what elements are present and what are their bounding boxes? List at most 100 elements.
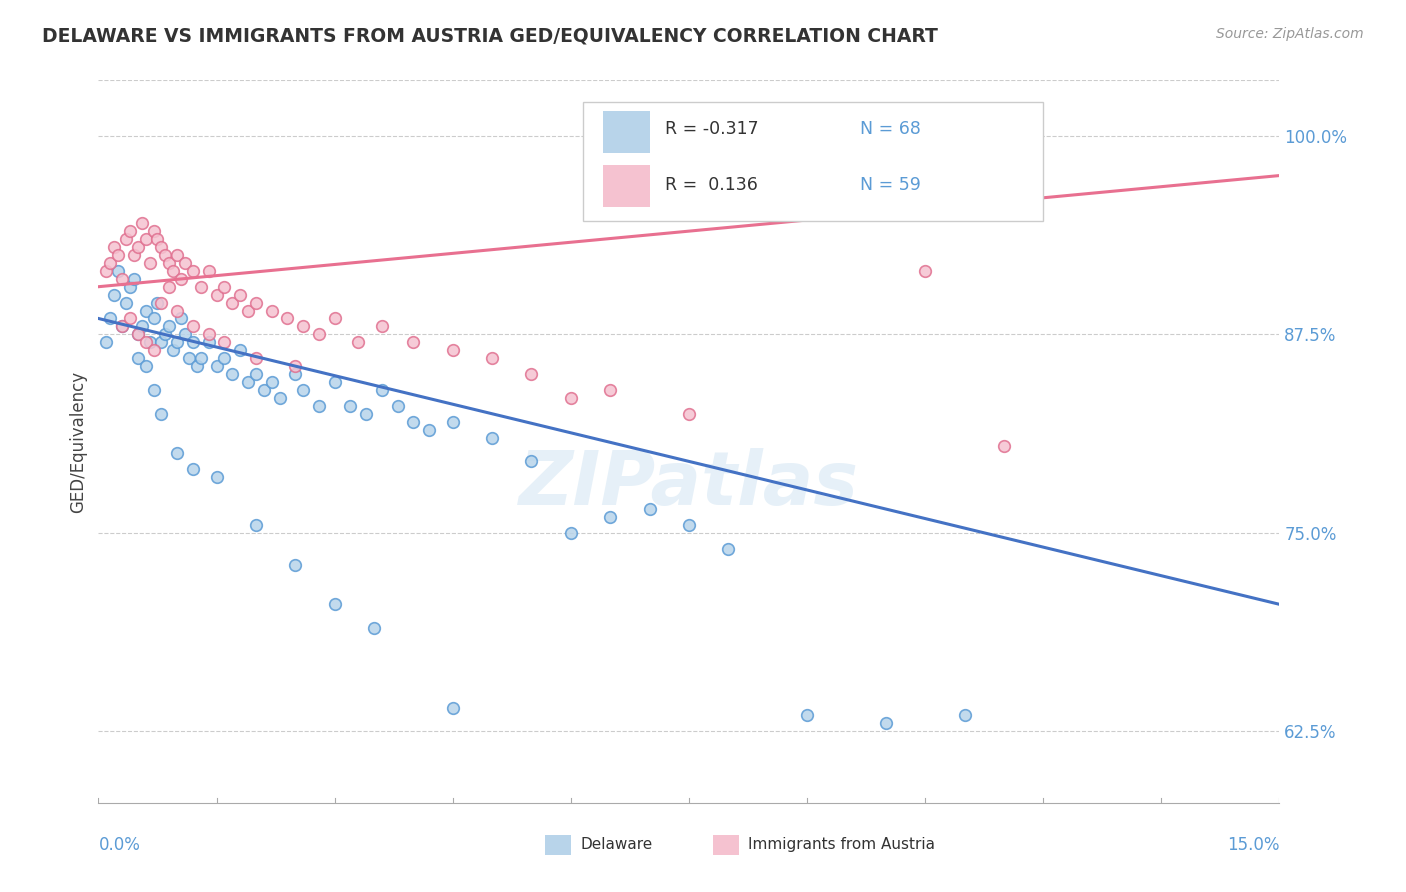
Point (269, 391, 291, 405)
Point (162, 264, 184, 278)
Point (953, 708, 976, 723)
Bar (546, 835, 571, 855)
Point (142, 383, 165, 397)
Text: 0.0%: 0.0% (98, 836, 141, 854)
Point (354, 407, 377, 421)
Point (146, 295, 169, 310)
Point (135, 335, 157, 350)
Point (214, 351, 236, 366)
Point (181, 319, 204, 334)
Point (122, 272, 145, 286)
Point (292, 383, 315, 397)
Point (170, 311, 193, 326)
Point (678, 517, 700, 532)
Point (135, 232, 157, 246)
Text: Source: ZipAtlas.com: Source: ZipAtlas.com (1216, 27, 1364, 41)
Point (131, 216, 153, 230)
Point (221, 367, 243, 381)
Point (135, 303, 157, 318)
Point (520, 367, 543, 381)
Point (197, 264, 219, 278)
Point (402, 335, 425, 350)
Point (197, 327, 219, 342)
Point (118, 279, 141, 293)
Point (142, 343, 165, 358)
Point (214, 335, 236, 350)
Point (135, 359, 157, 373)
Point (387, 399, 409, 413)
Point (221, 295, 243, 310)
Point (308, 327, 330, 342)
Point (115, 232, 138, 246)
Text: 15.0%: 15.0% (1227, 836, 1279, 854)
Point (229, 287, 252, 301)
FancyBboxPatch shape (582, 102, 1043, 221)
Point (323, 597, 346, 611)
Point (146, 232, 169, 246)
Point (162, 343, 184, 358)
Point (150, 240, 173, 254)
Point (190, 351, 212, 366)
Point (599, 383, 621, 397)
Point (875, 716, 897, 731)
Point (111, 272, 134, 286)
Point (118, 311, 141, 326)
Point (599, 510, 621, 524)
Point (441, 415, 464, 429)
Point (260, 303, 283, 318)
Point (441, 343, 464, 358)
Point (174, 327, 197, 342)
Point (142, 311, 165, 326)
Point (170, 272, 193, 286)
Point (339, 399, 361, 413)
Point (347, 335, 370, 350)
Point (229, 343, 252, 358)
Point (155, 248, 177, 262)
Point (166, 303, 188, 318)
Text: ZIPatlas: ZIPatlas (519, 449, 859, 522)
Point (205, 470, 228, 484)
Point (177, 351, 200, 366)
Point (181, 335, 204, 350)
Point (127, 327, 149, 342)
Point (363, 621, 385, 635)
Point (107, 248, 129, 262)
Text: Immigrants from Austria: Immigrants from Austria (748, 838, 935, 852)
Point (166, 335, 188, 350)
Point (166, 446, 188, 460)
Point (205, 287, 228, 301)
Point (245, 367, 267, 381)
Point (142, 224, 165, 238)
Point (560, 525, 582, 540)
Text: R = -0.317: R = -0.317 (665, 120, 759, 137)
Bar (713, 835, 738, 855)
Point (481, 351, 503, 366)
Point (371, 383, 394, 397)
Point (157, 256, 180, 270)
Point (284, 367, 307, 381)
Point (796, 708, 818, 723)
Point (103, 240, 125, 254)
Point (127, 240, 149, 254)
Point (96, 335, 118, 350)
Text: Delaware: Delaware (581, 838, 652, 852)
Point (96, 264, 118, 278)
Point (190, 279, 212, 293)
Bar (603, 111, 650, 153)
Point (441, 700, 464, 714)
Point (127, 351, 149, 366)
Point (107, 264, 129, 278)
Point (157, 279, 180, 293)
Point (150, 335, 173, 350)
Point (138, 256, 160, 270)
Point (371, 319, 394, 334)
Point (122, 248, 145, 262)
Point (638, 502, 661, 516)
Point (323, 375, 346, 389)
Point (418, 423, 440, 437)
Point (245, 351, 267, 366)
Text: DELAWARE VS IMMIGRANTS FROM AUSTRIA GED/EQUIVALENCY CORRELATION CHART: DELAWARE VS IMMIGRANTS FROM AUSTRIA GED/… (42, 27, 938, 45)
Point (181, 462, 204, 476)
Point (166, 248, 188, 262)
Point (481, 431, 503, 445)
